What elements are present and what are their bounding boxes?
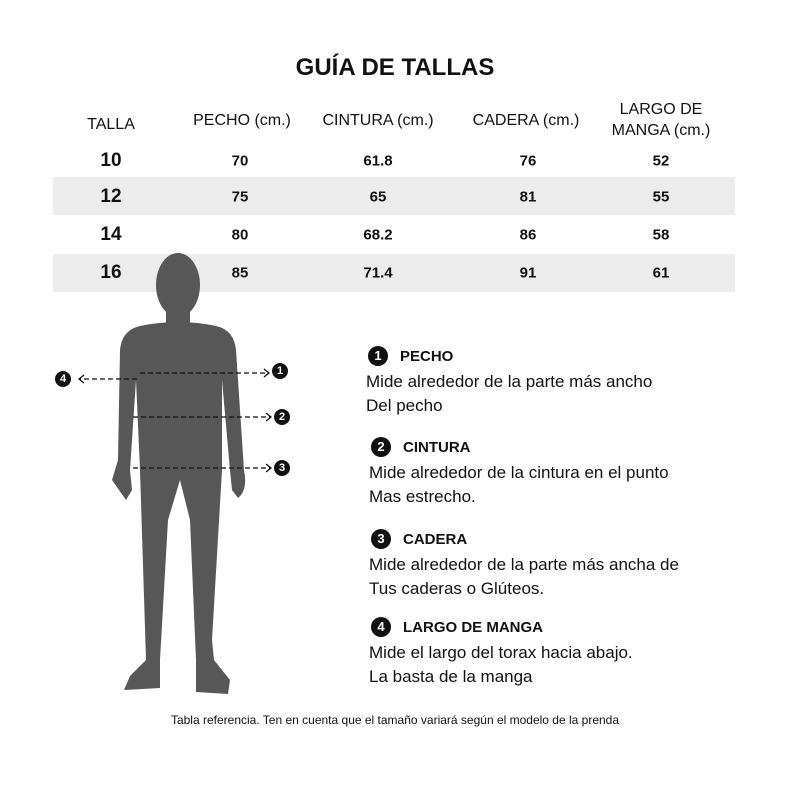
section-title: CADERA — [403, 530, 468, 548]
section-number: 1 — [368, 346, 388, 366]
section-pecho: 1 PECHO Mide alrededor de la parte más anc… — [366, 346, 652, 418]
measure-lines — [80, 372, 270, 469]
section-largo-de-manga: 4 LARGO DE MANGA Mide el largo del torax h… — [369, 617, 633, 689]
header-line: MANGA (cm.) — [611, 122, 711, 139]
measure-cell: 61.8 — [363, 152, 393, 170]
header-cintura: CINTURA (cm.) — [322, 112, 434, 129]
measure-cell: 81 — [519, 188, 537, 206]
measure-cell: 85 — [231, 264, 249, 282]
measure-cell: 70 — [231, 152, 249, 170]
measure-cell: 68.2 — [363, 226, 393, 244]
measure-cell: 91 — [519, 264, 537, 282]
measure-cell: 71.4 — [363, 264, 393, 282]
header-cadera: CADERA (cm.) — [472, 112, 580, 129]
header-line: LARGO DE — [619, 101, 703, 118]
measure-cell: 65 — [369, 188, 387, 206]
section-text: Mide alrededor de la parte más ancho Del … — [366, 370, 652, 418]
page-title: GUÍA DE TALLAS — [295, 54, 495, 81]
arrow-heads — [77, 368, 273, 473]
size-cell: 16 — [100, 262, 122, 283]
text-line: Mide alrededor de la parte más ancha de — [369, 555, 679, 574]
measure-cell: 61 — [652, 264, 670, 282]
header-pecho: PECHO (cm.) — [193, 112, 291, 129]
size-cell: 10 — [100, 150, 122, 171]
measure-cell: 80 — [231, 226, 249, 244]
section-number: 4 — [371, 617, 391, 637]
measure-cell: 55 — [652, 188, 670, 206]
section-cintura: 2 CINTURA Mide alrededor de la cintura en … — [369, 437, 669, 509]
section-title: PECHO — [400, 347, 454, 365]
size-cell: 14 — [100, 224, 122, 245]
text-line: Mide alrededor de la cintura en el punto — [369, 463, 669, 482]
measure-cell: 86 — [519, 226, 537, 244]
text-line: Mide el largo del torax hacia abajo. — [369, 643, 633, 662]
section-text: Mide alrededor de la parte más ancha de T… — [369, 553, 679, 601]
footer-note: Tabla referencia. Ten en cuenta que el t… — [170, 713, 620, 727]
section-number: 2 — [371, 437, 391, 457]
section-title: LARGO DE MANGA — [403, 618, 543, 636]
section-text: Mide el largo del torax hacia abajo. La b… — [369, 641, 633, 689]
text-line: La basta de la manga — [369, 667, 533, 686]
header-largo-manga: LARGO DE MANGA (cm.) — [612, 99, 711, 141]
measure-cell: 75 — [231, 188, 249, 206]
marker-4: 4 — [55, 371, 71, 387]
text-line: Tus caderas o Glúteos. — [369, 579, 545, 598]
measure-cell: 52 — [652, 152, 670, 170]
silhouette — [112, 253, 246, 694]
measure-cell: 76 — [519, 152, 537, 170]
section-text: Mide alrededor de la cintura en el punto… — [369, 461, 669, 509]
text-line: Del pecho — [366, 396, 443, 415]
size-cell: 12 — [100, 186, 122, 207]
section-number: 3 — [371, 529, 391, 549]
text-line: Mas estrecho. — [369, 487, 476, 506]
section-cadera: 3 CADERA Mide alrededor de la parte más an… — [369, 529, 679, 601]
marker-3: 3 — [274, 460, 290, 476]
marker-1: 1 — [272, 363, 288, 379]
row-band — [53, 177, 735, 215]
measure-cell: 58 — [652, 226, 670, 244]
header-talla: TALLA — [87, 116, 135, 133]
text-line: Mide alrededor de la parte más ancho — [366, 372, 653, 391]
marker-2: 2 — [274, 409, 290, 425]
section-title: CINTURA — [403, 438, 471, 456]
